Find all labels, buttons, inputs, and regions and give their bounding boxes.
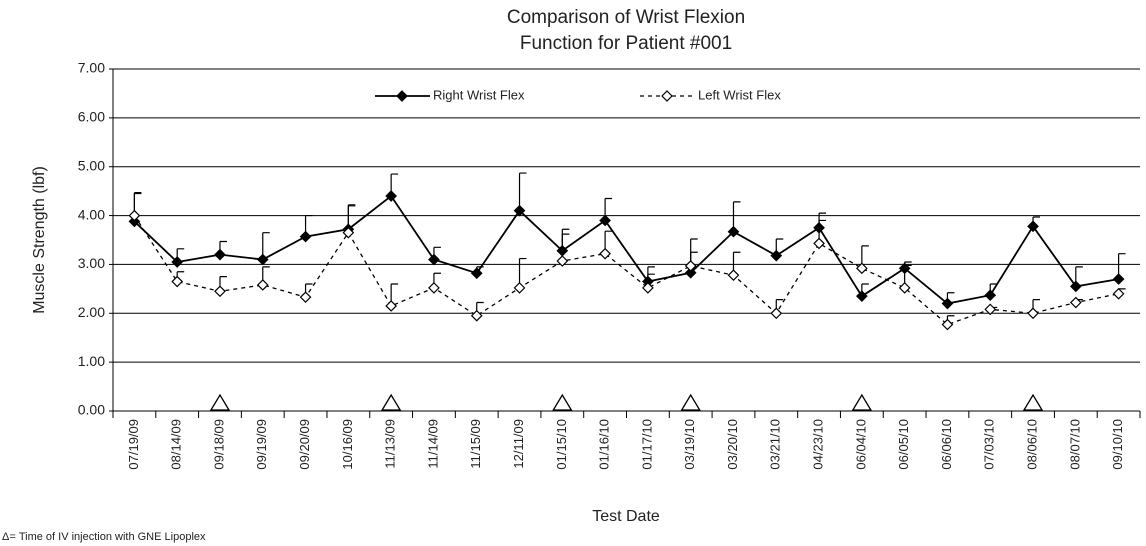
x-tick-label: 04/23/10 bbox=[811, 419, 826, 470]
data-point bbox=[813, 237, 825, 250]
data-point bbox=[856, 290, 868, 303]
data-point bbox=[684, 266, 697, 279]
x-tick-label: 06/06/10 bbox=[939, 419, 954, 470]
y-tick-label: 3.00 bbox=[78, 255, 105, 271]
data-point bbox=[599, 247, 611, 260]
data-point bbox=[513, 282, 526, 294]
data-point bbox=[385, 190, 397, 202]
data-point bbox=[128, 209, 141, 222]
x-axis-label: Test Date bbox=[592, 508, 660, 525]
x-tick-label: 07/19/09 bbox=[126, 419, 141, 470]
y-axis-label: Muscle Strength (lbf) bbox=[31, 166, 48, 314]
data-point bbox=[1027, 220, 1039, 233]
data-point bbox=[128, 215, 141, 228]
data-point bbox=[1112, 273, 1125, 285]
injection-marker bbox=[380, 393, 402, 411]
data-point bbox=[214, 285, 226, 298]
x-tick-label: 01/17/10 bbox=[639, 419, 654, 470]
x-tick-label: 06/04/10 bbox=[853, 419, 868, 470]
data-point bbox=[727, 269, 740, 282]
x-tick-label: 01/15/10 bbox=[554, 419, 569, 470]
x-tick-label: 03/20/10 bbox=[725, 419, 740, 470]
data-point bbox=[984, 289, 997, 302]
data-point bbox=[214, 248, 226, 261]
x-tick-label: 06/05/10 bbox=[896, 419, 911, 470]
data-point bbox=[684, 260, 697, 272]
chart-title: Comparison of Wrist Flexion bbox=[507, 7, 745, 28]
data-point bbox=[642, 282, 654, 294]
x-tick-label: 08/06/10 bbox=[1024, 419, 1039, 470]
data-point bbox=[1112, 287, 1125, 300]
x-tick-label: 08/07/10 bbox=[1067, 419, 1082, 470]
footnote: Δ= Time of IV injection with GNE Lipople… bbox=[2, 531, 206, 543]
x-tick-label: 09/20/09 bbox=[297, 419, 312, 470]
y-tick-label: 1.00 bbox=[78, 353, 105, 369]
x-tick-label: 10/16/09 bbox=[340, 419, 355, 470]
data-point bbox=[342, 226, 355, 239]
data-point bbox=[556, 255, 569, 267]
injection-marker bbox=[1022, 393, 1044, 411]
y-tick-label: 6.00 bbox=[78, 109, 105, 125]
y-tick-label: 4.00 bbox=[78, 206, 105, 222]
injection-marker bbox=[851, 393, 873, 411]
data-point bbox=[513, 204, 526, 217]
injection-marker bbox=[552, 393, 573, 411]
data-point bbox=[428, 253, 440, 266]
data-point bbox=[856, 262, 868, 275]
data-point bbox=[770, 249, 783, 262]
x-tick-label: 09/18/09 bbox=[211, 419, 226, 470]
data-point bbox=[299, 291, 312, 304]
series-line bbox=[133, 194, 1119, 305]
x-tick-label: 07/03/10 bbox=[982, 419, 997, 470]
data-point bbox=[256, 253, 269, 266]
data-point bbox=[770, 307, 783, 320]
y-tick-label: 2.00 bbox=[78, 304, 105, 320]
legend-marker bbox=[396, 90, 408, 102]
data-point bbox=[941, 297, 954, 310]
data-point bbox=[470, 309, 483, 322]
error-bar bbox=[518, 172, 527, 211]
y-tick-label: 5.00 bbox=[78, 157, 105, 173]
data-point bbox=[470, 267, 483, 280]
data-point bbox=[299, 230, 312, 243]
x-tick-label: 01/16/10 bbox=[597, 419, 612, 470]
data-point bbox=[171, 256, 184, 268]
injection-marker bbox=[680, 393, 701, 411]
chart-title: Function for Patient #001 bbox=[520, 33, 732, 54]
x-tick-label: 12/11/09 bbox=[511, 419, 526, 469]
data-point bbox=[385, 300, 397, 312]
data-point bbox=[171, 275, 184, 288]
x-tick-label: 03/19/10 bbox=[682, 419, 697, 470]
x-tick-label: 11/14/09 bbox=[425, 419, 440, 469]
data-point bbox=[256, 279, 269, 291]
legend-label: Left Wrist Flex bbox=[698, 87, 781, 102]
data-point bbox=[727, 225, 740, 238]
x-tick-label: 11/13/09 bbox=[383, 419, 398, 469]
x-tick-label: 11/15/09 bbox=[468, 419, 483, 469]
series-line bbox=[133, 215, 1119, 326]
legend-label: Right Wrist Flex bbox=[433, 87, 525, 102]
data-point bbox=[1069, 296, 1082, 309]
data-point bbox=[428, 282, 440, 294]
data-point bbox=[1069, 280, 1082, 293]
x-tick-label: 08/14/09 bbox=[169, 419, 184, 470]
y-tick-label: 0.00 bbox=[78, 402, 105, 418]
x-tick-label: 09/10/10 bbox=[1110, 419, 1125, 470]
legend-marker bbox=[661, 90, 673, 102]
data-point bbox=[599, 214, 611, 227]
injection-marker bbox=[209, 393, 231, 411]
x-tick-label: 09/19/09 bbox=[254, 419, 269, 470]
data-point bbox=[1027, 307, 1039, 320]
data-point bbox=[898, 282, 911, 294]
data-point bbox=[984, 303, 997, 316]
y-tick-label: 7.00 bbox=[78, 60, 105, 76]
x-tick-label: 03/21/10 bbox=[768, 419, 783, 470]
data-point bbox=[941, 318, 954, 331]
